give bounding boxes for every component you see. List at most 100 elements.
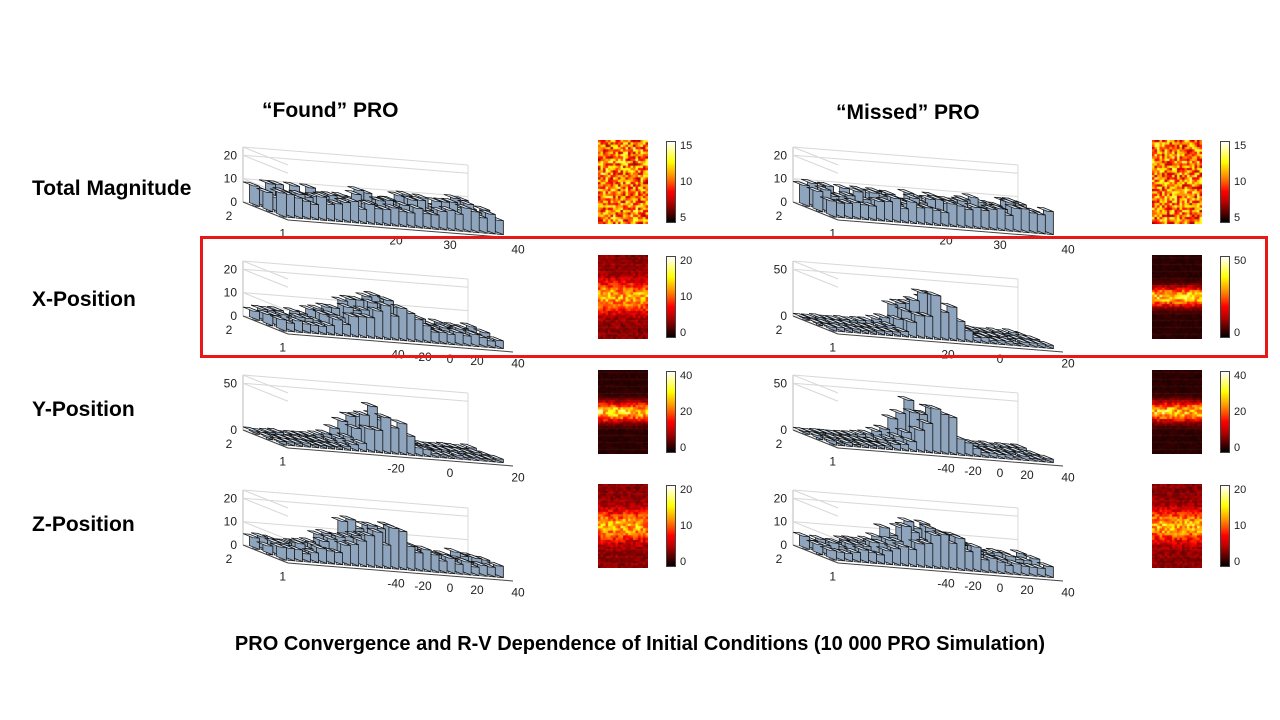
- bar: [792, 531, 810, 550]
- bar: [792, 181, 810, 207]
- z-tick-label: 0: [230, 309, 237, 323]
- colorbar-tick-label: 10: [680, 291, 693, 303]
- z-tick-label: 10: [774, 515, 788, 529]
- bar: [916, 418, 934, 454]
- bar: [342, 196, 359, 224]
- y-tick-label: 1: [829, 570, 836, 584]
- z-tick-label: 0: [780, 309, 787, 323]
- bar: [964, 202, 982, 230]
- bar: [835, 437, 853, 448]
- z-tick-label: 20: [774, 148, 788, 162]
- bar: [318, 441, 335, 450]
- bar: [948, 534, 966, 572]
- x-tick-label: 30: [443, 238, 457, 252]
- bar: [876, 546, 893, 566]
- bar: [835, 198, 853, 220]
- bar: [358, 199, 376, 225]
- x-tick-label: -20: [387, 462, 405, 476]
- bar: [302, 548, 319, 564]
- found-z-position-heatmap: [598, 484, 648, 568]
- colorbar-tick-label: 50: [1234, 255, 1247, 267]
- bar: [852, 439, 869, 449]
- bar: [446, 450, 464, 460]
- bar: [320, 436, 338, 446]
- bar: [350, 438, 368, 453]
- bar: [868, 326, 885, 336]
- bar: [1012, 451, 1030, 462]
- bar: [1028, 563, 1046, 578]
- bar: [293, 438, 311, 448]
- bar: [285, 316, 303, 334]
- bar: [972, 333, 990, 345]
- bar: [1028, 210, 1046, 235]
- bar: [366, 306, 384, 340]
- y-tick-label: 2: [776, 437, 783, 451]
- bar: [302, 320, 319, 335]
- row-label-z-position: Z-Position: [32, 513, 135, 536]
- missed-z-position-heatmap: [1152, 484, 1202, 568]
- y-tick-label: 1: [829, 341, 836, 355]
- colorbar-tick-label: 10: [680, 176, 693, 188]
- missed-y-position-colorbar: 40 20 0: [1220, 370, 1246, 454]
- x-tick-label: -40: [937, 577, 955, 591]
- bar: [414, 445, 432, 458]
- bar: [843, 324, 861, 334]
- z-tick-label: 50: [774, 262, 788, 276]
- bar: [876, 197, 893, 223]
- found-total-magnitude-colorbar: 15 10 5: [666, 140, 692, 224]
- bar: [269, 542, 287, 561]
- x-tick-label: 0: [997, 352, 1004, 366]
- bar: [374, 413, 392, 455]
- x-tick-label: 40: [511, 356, 525, 370]
- y-tick-label: 1: [279, 455, 286, 469]
- bar: [948, 434, 966, 457]
- bar: [454, 557, 472, 576]
- x-tick-label: 20: [511, 470, 525, 484]
- bar: [924, 404, 942, 455]
- x-tick-label: 40: [511, 242, 525, 256]
- bar: [326, 442, 343, 451]
- bar: [806, 186, 824, 213]
- bar: [838, 434, 856, 443]
- bar: [269, 188, 287, 218]
- x-tick-label: 0: [997, 466, 1004, 480]
- bar: [884, 439, 901, 451]
- bar: [310, 192, 327, 222]
- bar: [462, 330, 480, 348]
- bar: [446, 328, 464, 346]
- bar: [438, 553, 456, 575]
- x-tick-label: 20: [1020, 468, 1034, 482]
- z-tick-label: 0: [230, 538, 237, 552]
- z-tick-label: 20: [224, 148, 238, 162]
- bar: [478, 562, 496, 578]
- colorbar-tick-label: 0: [1234, 327, 1241, 339]
- figure-caption: PRO Convergence and R-V Dependence of In…: [234, 633, 1046, 655]
- bar: [988, 449, 1006, 460]
- bar: [326, 315, 343, 337]
- bar: [884, 544, 901, 566]
- colorbar-tick-label: 5: [1234, 212, 1241, 224]
- bar: [964, 542, 982, 573]
- bar: [1028, 454, 1046, 463]
- bar: [390, 419, 408, 456]
- bar: [374, 301, 392, 341]
- colorbar-tick-label: 20: [680, 484, 693, 496]
- bar: [334, 441, 351, 451]
- row-label-total-magnitude: Total Magnitude: [32, 177, 192, 200]
- bar: [916, 538, 934, 569]
- missed-z-position-colorbar: 20 10 0: [1220, 484, 1246, 568]
- bar: [876, 326, 893, 337]
- bar: [256, 541, 274, 556]
- x-position-highlight-box: [200, 236, 1268, 358]
- bar: [342, 312, 359, 338]
- bar: [430, 328, 448, 345]
- found-y-position-heatmap: [598, 370, 648, 454]
- bar: [884, 194, 901, 223]
- bar: [342, 539, 359, 567]
- bar: [1036, 206, 1054, 236]
- y-tick-label: 1: [279, 570, 286, 584]
- bar: [414, 545, 432, 573]
